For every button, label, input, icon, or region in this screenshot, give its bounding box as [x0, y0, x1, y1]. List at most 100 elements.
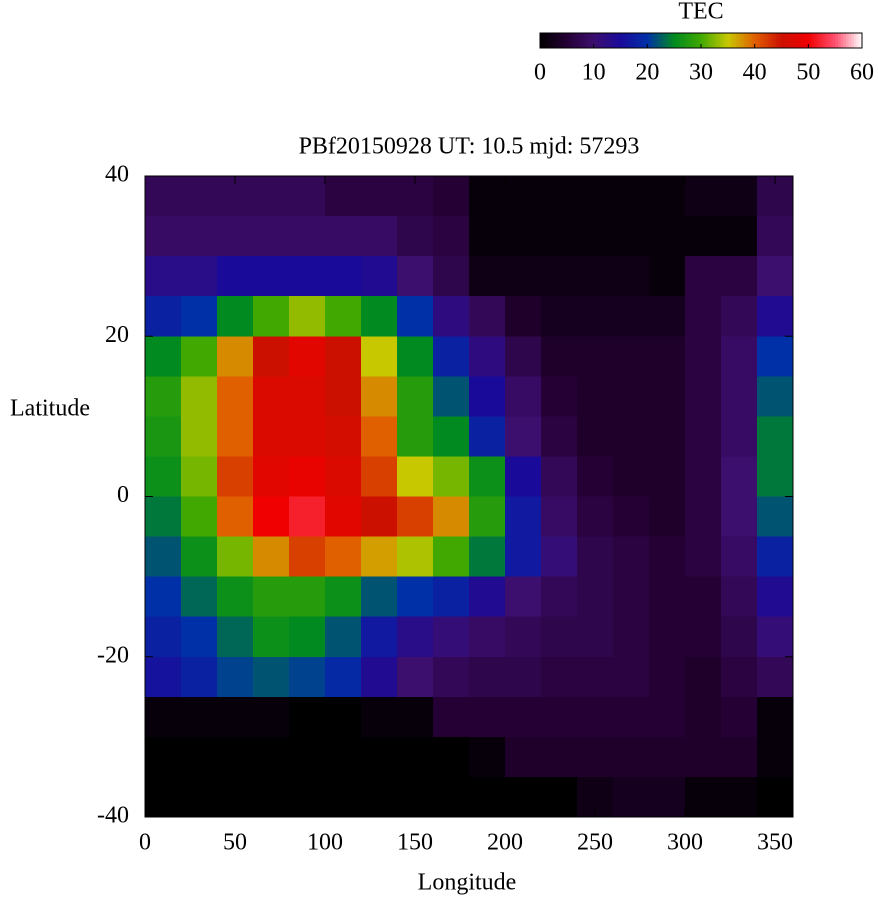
- heatmap-cell: [505, 376, 542, 417]
- heatmap-cell: [649, 656, 686, 698]
- heatmap-cell: [253, 776, 290, 818]
- heatmap-cell: [469, 576, 506, 618]
- colorbar-swatch: [821, 33, 825, 48]
- heatmap-cell: [361, 536, 398, 578]
- colorbar-swatch: [829, 33, 833, 48]
- heatmap-cell: [613, 296, 650, 337]
- heatmap-cell: [541, 576, 578, 618]
- heatmap-cell: [469, 736, 506, 778]
- colorbar-swatch: [751, 33, 756, 48]
- heatmap-cell: [181, 456, 218, 498]
- heatmap-cell: [397, 416, 434, 458]
- heatmap-cell: [397, 656, 434, 698]
- colorbar-swatch: [778, 33, 782, 48]
- heatmap-cell: [397, 536, 434, 578]
- heatmap-cell: [433, 576, 470, 618]
- heatmap-cell: [253, 256, 290, 297]
- heatmap-cell: [217, 256, 254, 297]
- colorbar-swatch: [612, 33, 616, 48]
- heatmap-cell: [253, 576, 290, 618]
- heatmap-cell: [181, 496, 218, 538]
- heatmap-cell: [757, 376, 794, 417]
- colorbar-swatch: [682, 33, 686, 48]
- colorbar-tick-label: 20: [635, 60, 659, 86]
- colorbar-swatch: [727, 33, 732, 48]
- heatmap-cell: [649, 336, 686, 377]
- heatmap-cell: [361, 176, 398, 217]
- heatmap-cell: [649, 776, 686, 818]
- heatmap-cell: [217, 696, 254, 738]
- heatmap-cell: [433, 616, 470, 658]
- heatmap-cell: [253, 696, 290, 738]
- colorbar-swatch: [786, 33, 791, 48]
- colorbar-swatch: [730, 33, 734, 48]
- heatmap-cell: [433, 176, 470, 217]
- colorbar-swatch: [674, 33, 678, 48]
- heatmap-cell: [685, 336, 722, 377]
- heatmap-cell: [613, 376, 650, 417]
- heatmap-cell: [613, 656, 650, 698]
- heatmap-cell: [145, 256, 182, 297]
- colorbar-swatch: [789, 33, 793, 48]
- colorbar-swatch: [808, 33, 812, 48]
- heatmap-cell: [685, 536, 722, 578]
- heatmap-cell: [433, 376, 470, 417]
- heatmap-cell: [577, 256, 614, 297]
- heatmap-cell: [469, 296, 506, 337]
- x-tick-label: 200: [487, 830, 523, 856]
- heatmap-cell: [685, 736, 722, 778]
- heatmap-cell: [613, 456, 650, 498]
- heatmap-cell: [649, 576, 686, 618]
- colorbar-swatch: [719, 33, 723, 48]
- colorbar-swatch: [588, 33, 592, 48]
- heatmap-cell: [505, 776, 542, 818]
- colorbar-swatch: [671, 33, 675, 48]
- heatmap-cell: [253, 736, 290, 778]
- colorbar-swatch: [641, 33, 646, 48]
- colorbar-swatch: [556, 33, 560, 48]
- heatmap-cell: [685, 696, 722, 738]
- heatmap-cell: [469, 336, 506, 377]
- heatmap-cell: [505, 176, 542, 217]
- heatmap-cell: [721, 656, 758, 698]
- heatmap-cell: [469, 496, 506, 538]
- heatmap-cell: [649, 696, 686, 738]
- heatmap-cell: [217, 576, 254, 618]
- heatmap-cell: [757, 616, 794, 658]
- heatmap-cell: [361, 416, 398, 458]
- heatmap-cell: [505, 456, 542, 498]
- colorbar-swatch: [593, 33, 597, 48]
- heatmap-cell: [721, 376, 758, 417]
- heatmap-cell: [505, 696, 542, 738]
- heatmap-cell: [469, 256, 506, 297]
- heatmap-cell: [613, 696, 650, 738]
- heatmap-cell: [253, 616, 290, 658]
- heatmap-cell: [289, 696, 326, 738]
- heatmap-cell: [145, 776, 182, 818]
- colorbar-tick-label: 50: [796, 60, 820, 86]
- heatmap-cell: [289, 496, 326, 538]
- colorbar-tick-label: 0: [534, 60, 546, 86]
- heatmap-cell: [181, 376, 218, 417]
- heatmap-cell: [469, 416, 506, 458]
- heatmap-cell: [145, 696, 182, 738]
- heatmap-cell: [181, 736, 218, 778]
- heatmap-cell: [217, 736, 254, 778]
- y-tick-label: 40: [105, 162, 129, 188]
- colorbar-swatch: [647, 33, 651, 48]
- heatmap-cell: [577, 696, 614, 738]
- colorbar-swatch: [615, 33, 619, 48]
- colorbar-swatch: [572, 33, 576, 48]
- heatmap-cell: [145, 216, 182, 257]
- y-axis-label: Latitude: [10, 396, 90, 422]
- heatmap-cell: [325, 456, 362, 498]
- heatmap-cell: [577, 736, 614, 778]
- colorbar-swatch: [695, 33, 699, 48]
- heatmap-cell: [757, 736, 794, 778]
- colorbar-swatch: [701, 33, 705, 48]
- heatmap-cell: [541, 216, 578, 257]
- heatmap-cell: [325, 776, 362, 818]
- heatmap-cell: [325, 496, 362, 538]
- heatmap-cell: [361, 656, 398, 698]
- heatmap-cell: [541, 376, 578, 417]
